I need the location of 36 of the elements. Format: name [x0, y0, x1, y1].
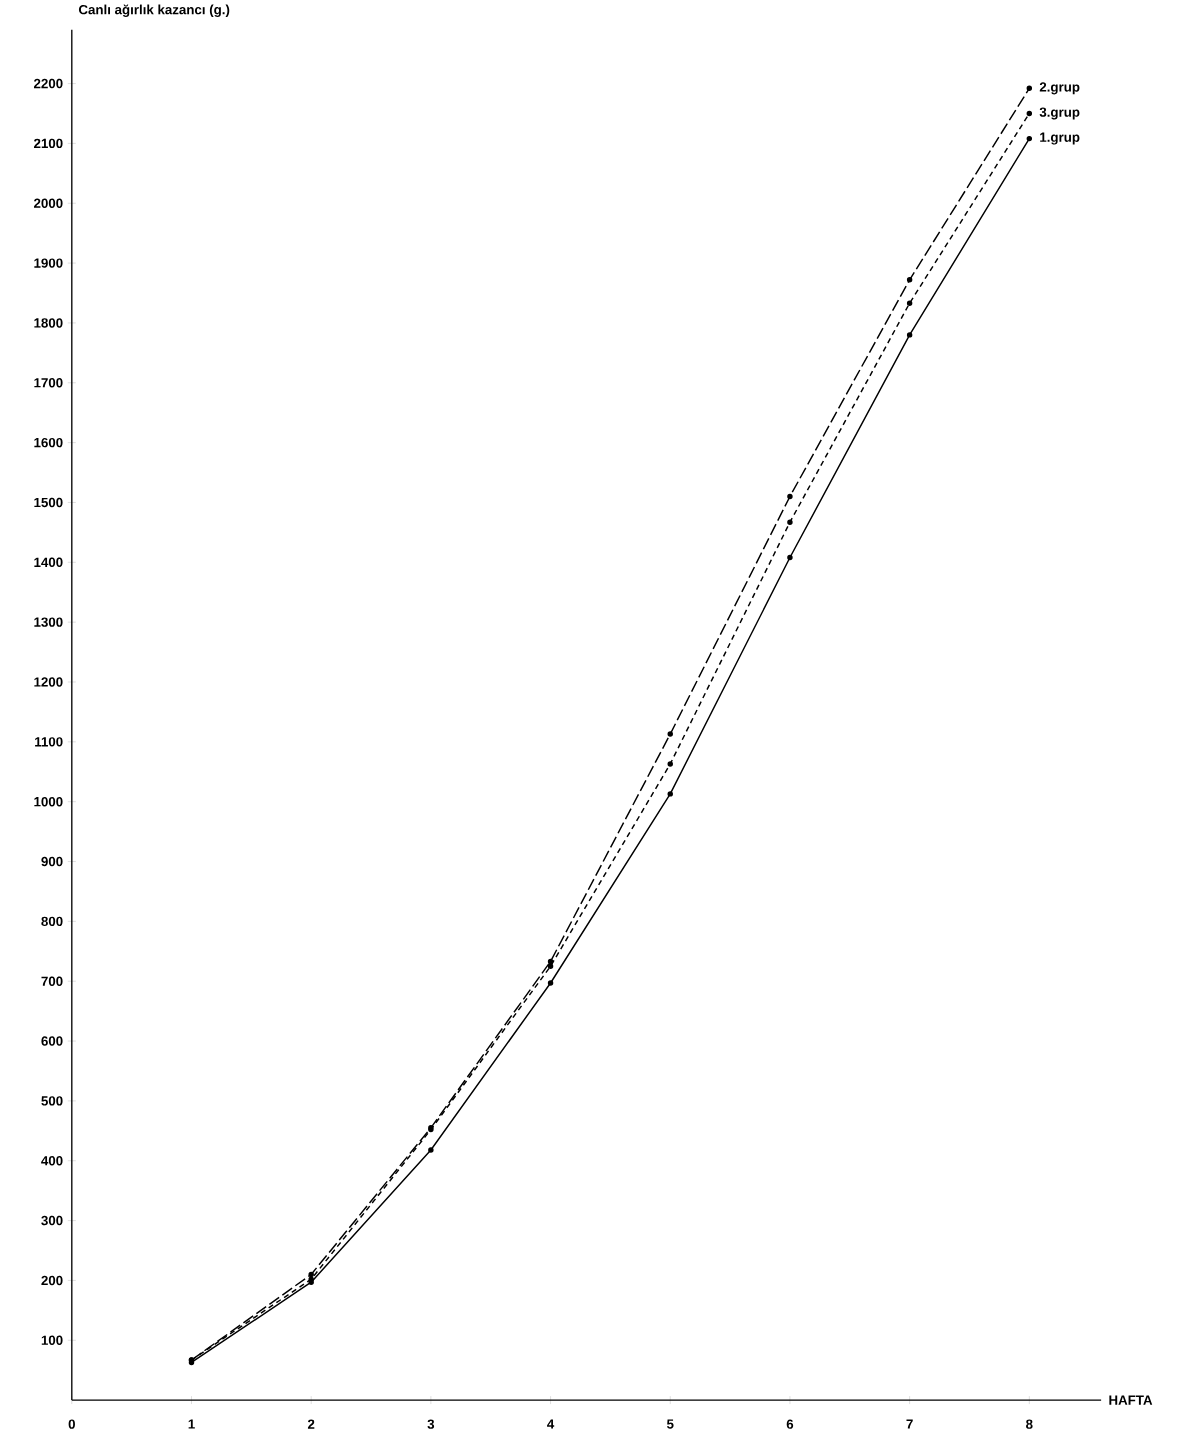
- y-tick-label: 1700: [34, 378, 63, 388]
- x-tick-label: 8: [1026, 1419, 1033, 1429]
- y-tick-label: 1900: [34, 258, 63, 268]
- y-tick-label: 1800: [34, 318, 63, 328]
- y-tick-label: 1300: [34, 617, 63, 627]
- x-tick-label: 4: [547, 1419, 555, 1429]
- series-label: 1.grup: [1040, 132, 1080, 145]
- y-tick-label: 1600: [34, 437, 63, 448]
- y-tick-label: 2100: [34, 138, 63, 149]
- y-tick-label: 100: [41, 1335, 63, 1345]
- y-tick-label: 2200: [34, 78, 63, 89]
- y-tick-label: 600: [41, 1036, 63, 1046]
- x-tick-label: 6: [786, 1419, 794, 1429]
- x-tick-label: 3: [427, 1419, 435, 1429]
- y-tick-label: 300: [41, 1215, 63, 1226]
- x-axis-title: HAFTA: [1109, 1395, 1153, 1405]
- series-label: 3.grup: [1039, 107, 1080, 120]
- y-tick-label: 1400: [34, 557, 63, 568]
- x-tick-label: 2: [307, 1419, 315, 1429]
- y-axis-title: Canlı ağırlık kazancı (g.): [79, 4, 230, 18]
- y-tick-label: 900: [41, 856, 63, 867]
- y-tick-label: 500: [41, 1096, 63, 1106]
- x-tick-label: 1: [188, 1419, 195, 1429]
- series-label: 2.grup: [1039, 82, 1080, 95]
- y-tick-label: 700: [41, 976, 63, 986]
- y-tick-label: 1100: [35, 737, 63, 747]
- x-tick-label: 7: [906, 1419, 913, 1429]
- y-tick-label: 200: [41, 1275, 63, 1286]
- y-tick-label: 1200: [34, 677, 63, 687]
- y-tick-label: 400: [41, 1156, 63, 1166]
- y-tick-label: 1500: [34, 497, 63, 508]
- y-tick-label: 2000: [34, 198, 63, 208]
- x-tick-label: 5: [667, 1419, 674, 1429]
- y-tick-label: 1000: [34, 796, 63, 807]
- x-tick-label: 0: [68, 1419, 76, 1429]
- y-tick-label: 800: [41, 916, 63, 927]
